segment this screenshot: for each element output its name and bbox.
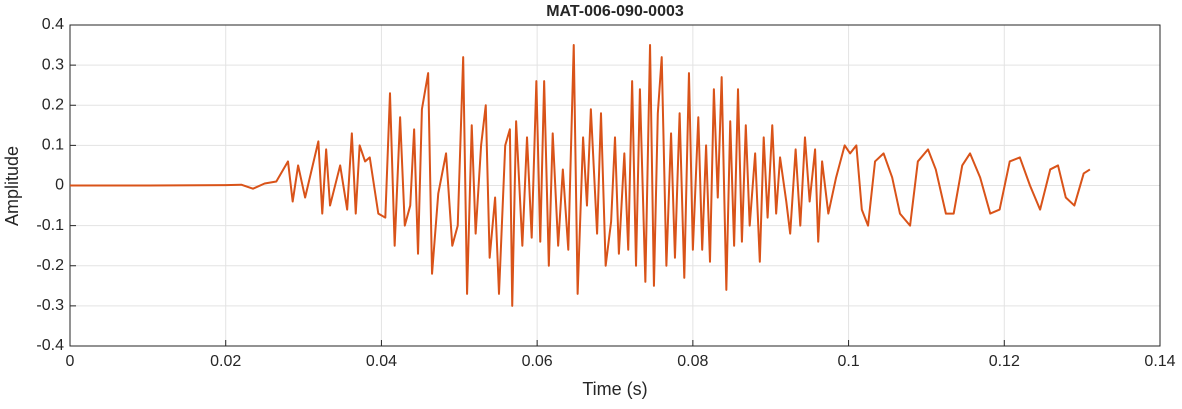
y-tick-label: -0.3 [36,297,64,314]
x-tick-label: 0.02 [210,353,241,370]
y-tick-label: 0.1 [42,137,64,154]
x-tick-label: 0.1 [837,353,859,370]
x-tick-label: 0.12 [989,353,1020,370]
x-tick-label: 0.14 [1144,353,1175,370]
y-axis-label: Amplitude [2,146,22,226]
waveform-line [70,44,1091,307]
x-tick-label: 0.06 [522,353,553,370]
x-tick-label: 0.08 [677,353,708,370]
y-tick-label: -0.1 [36,217,64,234]
chart-title: MAT-006-090-0003 [546,3,684,20]
x-tick-label: 0 [66,353,75,370]
y-tick-label: -0.2 [36,257,64,274]
y-tick-label: 0.2 [42,96,64,113]
y-tick-label: 0.3 [42,56,64,73]
x-tick-label: 0.04 [366,353,397,370]
x-axis-label: Time (s) [582,379,647,399]
y-tick-label: 0.4 [42,16,64,33]
y-tick-label: -0.4 [36,337,64,354]
y-tick-label: 0 [55,177,64,194]
